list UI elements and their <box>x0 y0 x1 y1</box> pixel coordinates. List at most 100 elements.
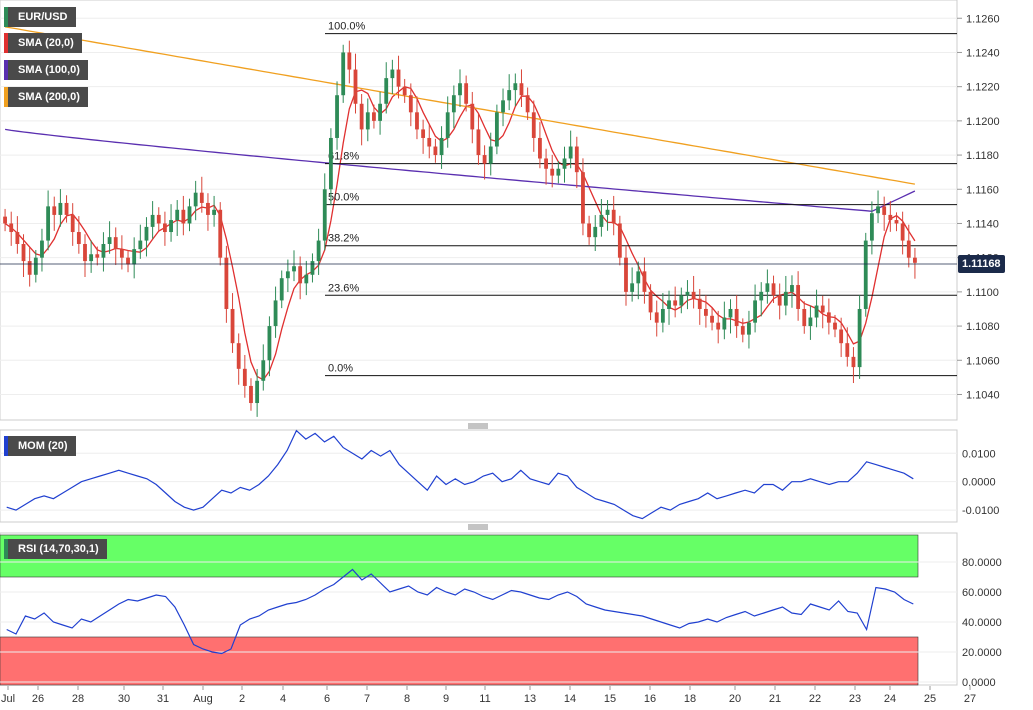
candle-down <box>833 322 837 330</box>
candle-up <box>384 78 389 104</box>
candle-down <box>224 257 229 309</box>
candle-up <box>869 213 874 241</box>
candle-down <box>697 298 702 309</box>
candle-down <box>826 312 831 323</box>
candle-up <box>660 308 665 323</box>
candle-down <box>777 295 782 306</box>
candle-down <box>734 308 739 327</box>
legend-eurusd[interactable]: EUR/USD <box>4 7 76 27</box>
candle-up <box>568 146 573 159</box>
fibonacci-label: 50.0% <box>328 192 359 204</box>
legend-sma-200[interactable]: SMA (200,0) <box>4 87 88 107</box>
candle-up <box>783 291 788 306</box>
candle-down <box>181 209 186 224</box>
price-tick-label: 1.1220 <box>966 82 1000 94</box>
rsi-panel: 80.0000 60.0000 40.0000 20.0000 0.0000 <box>0 532 1002 689</box>
candle-down <box>83 243 87 262</box>
candle-up <box>605 209 610 215</box>
candle-up <box>212 209 216 215</box>
time-tick-label: 27 <box>964 693 976 705</box>
momentum-panel-frame <box>0 429 958 523</box>
rsi-overbought-band <box>0 534 919 578</box>
candle-down <box>464 83 469 104</box>
candle-down <box>587 223 592 238</box>
candle-down <box>236 343 241 369</box>
candle-down <box>550 168 555 176</box>
candle-up <box>863 240 868 309</box>
candle-down <box>421 129 426 138</box>
candle-down <box>249 385 253 404</box>
legend-rsi[interactable]: RSI (14,70,30,1) <box>4 539 107 559</box>
legend-mom[interactable]: MOM (20) <box>4 436 76 456</box>
candle-up <box>685 291 690 296</box>
candle-down <box>119 249 124 258</box>
candle-down <box>796 285 801 309</box>
rsi-tick-label: 20.0000 <box>962 647 1002 659</box>
candle-up <box>187 206 192 224</box>
time-tick-label: 16 <box>644 693 656 705</box>
candle-up <box>501 100 505 113</box>
candle-up <box>292 266 296 272</box>
candle-down <box>242 368 247 386</box>
rsi-tick-label: 60.0000 <box>962 587 1002 599</box>
candle-down <box>906 240 911 258</box>
candle-down <box>845 343 850 357</box>
rsi-axis: 80.0000 60.0000 40.0000 20.0000 0.0000 <box>962 557 1002 689</box>
candle-down <box>574 146 579 173</box>
candle-up <box>335 95 339 138</box>
candle-down <box>617 223 622 258</box>
sma-line <box>4 85 916 381</box>
time-tick-label: Jul <box>1 693 15 705</box>
candle-up <box>679 295 684 306</box>
rsi-oversold-band <box>0 636 919 686</box>
rsi-tick-label: 0.0000 <box>962 677 996 689</box>
candle-down <box>3 216 7 224</box>
candle-down <box>531 112 536 138</box>
candle-up <box>304 274 309 284</box>
rsi-tick-label: 80.0000 <box>962 557 1002 569</box>
candle-up <box>451 95 456 113</box>
fibonacci-label: 23.6% <box>328 282 359 294</box>
time-tick-label: 2 <box>239 693 245 705</box>
time-tick-label: 26 <box>32 693 44 705</box>
time-tick-label: 22 <box>809 693 821 705</box>
candle-down <box>894 220 899 224</box>
candle-up <box>790 285 794 292</box>
fibonacci-label: 100.0% <box>328 21 366 33</box>
candle-up <box>630 283 635 292</box>
legend-sma-20[interactable]: SMA (20,0) <box>4 33 82 53</box>
candle-down <box>716 322 721 330</box>
candle-up <box>261 360 266 381</box>
time-tick-label: 20 <box>729 693 741 705</box>
candle-down <box>642 271 647 292</box>
candle-up <box>285 271 290 279</box>
candle-up <box>138 240 143 250</box>
momentum-tick-label: 0.0000 <box>962 477 996 489</box>
candle-up <box>267 326 272 361</box>
time-tick-label: 11 <box>479 693 490 705</box>
candle-up <box>144 226 149 241</box>
time-tick-label: 25 <box>924 693 936 705</box>
candle-down <box>113 237 118 250</box>
panel-resize-handle-1[interactable] <box>468 423 488 429</box>
candle-up <box>101 243 106 258</box>
candle-down <box>21 243 26 262</box>
candle-down <box>913 257 917 263</box>
candle-up <box>150 214 155 227</box>
candle-up <box>722 317 727 330</box>
candle-up <box>169 220 173 233</box>
candle-up <box>132 249 137 265</box>
candle-down <box>163 223 167 233</box>
time-tick-label: 4 <box>280 693 286 705</box>
panel-resize-handle-2[interactable] <box>468 524 488 530</box>
time-axis: Jul 26 28 30 31 Aug 2 4 6 7 8 9 11 13 14 15 16 18 20 21 22 23… <box>1 686 976 705</box>
fibonacci-levels: 100.0% 61.8% 50.0% 38.2% 23.6% 0.0% <box>325 21 957 377</box>
candle-down <box>740 326 745 335</box>
candle-down <box>156 214 161 224</box>
candle-down <box>544 158 548 169</box>
candle-up <box>562 158 567 169</box>
legend-sma-100[interactable]: SMA (100,0) <box>4 60 88 80</box>
candle-up <box>40 240 44 258</box>
time-tick-label: 31 <box>157 693 169 705</box>
